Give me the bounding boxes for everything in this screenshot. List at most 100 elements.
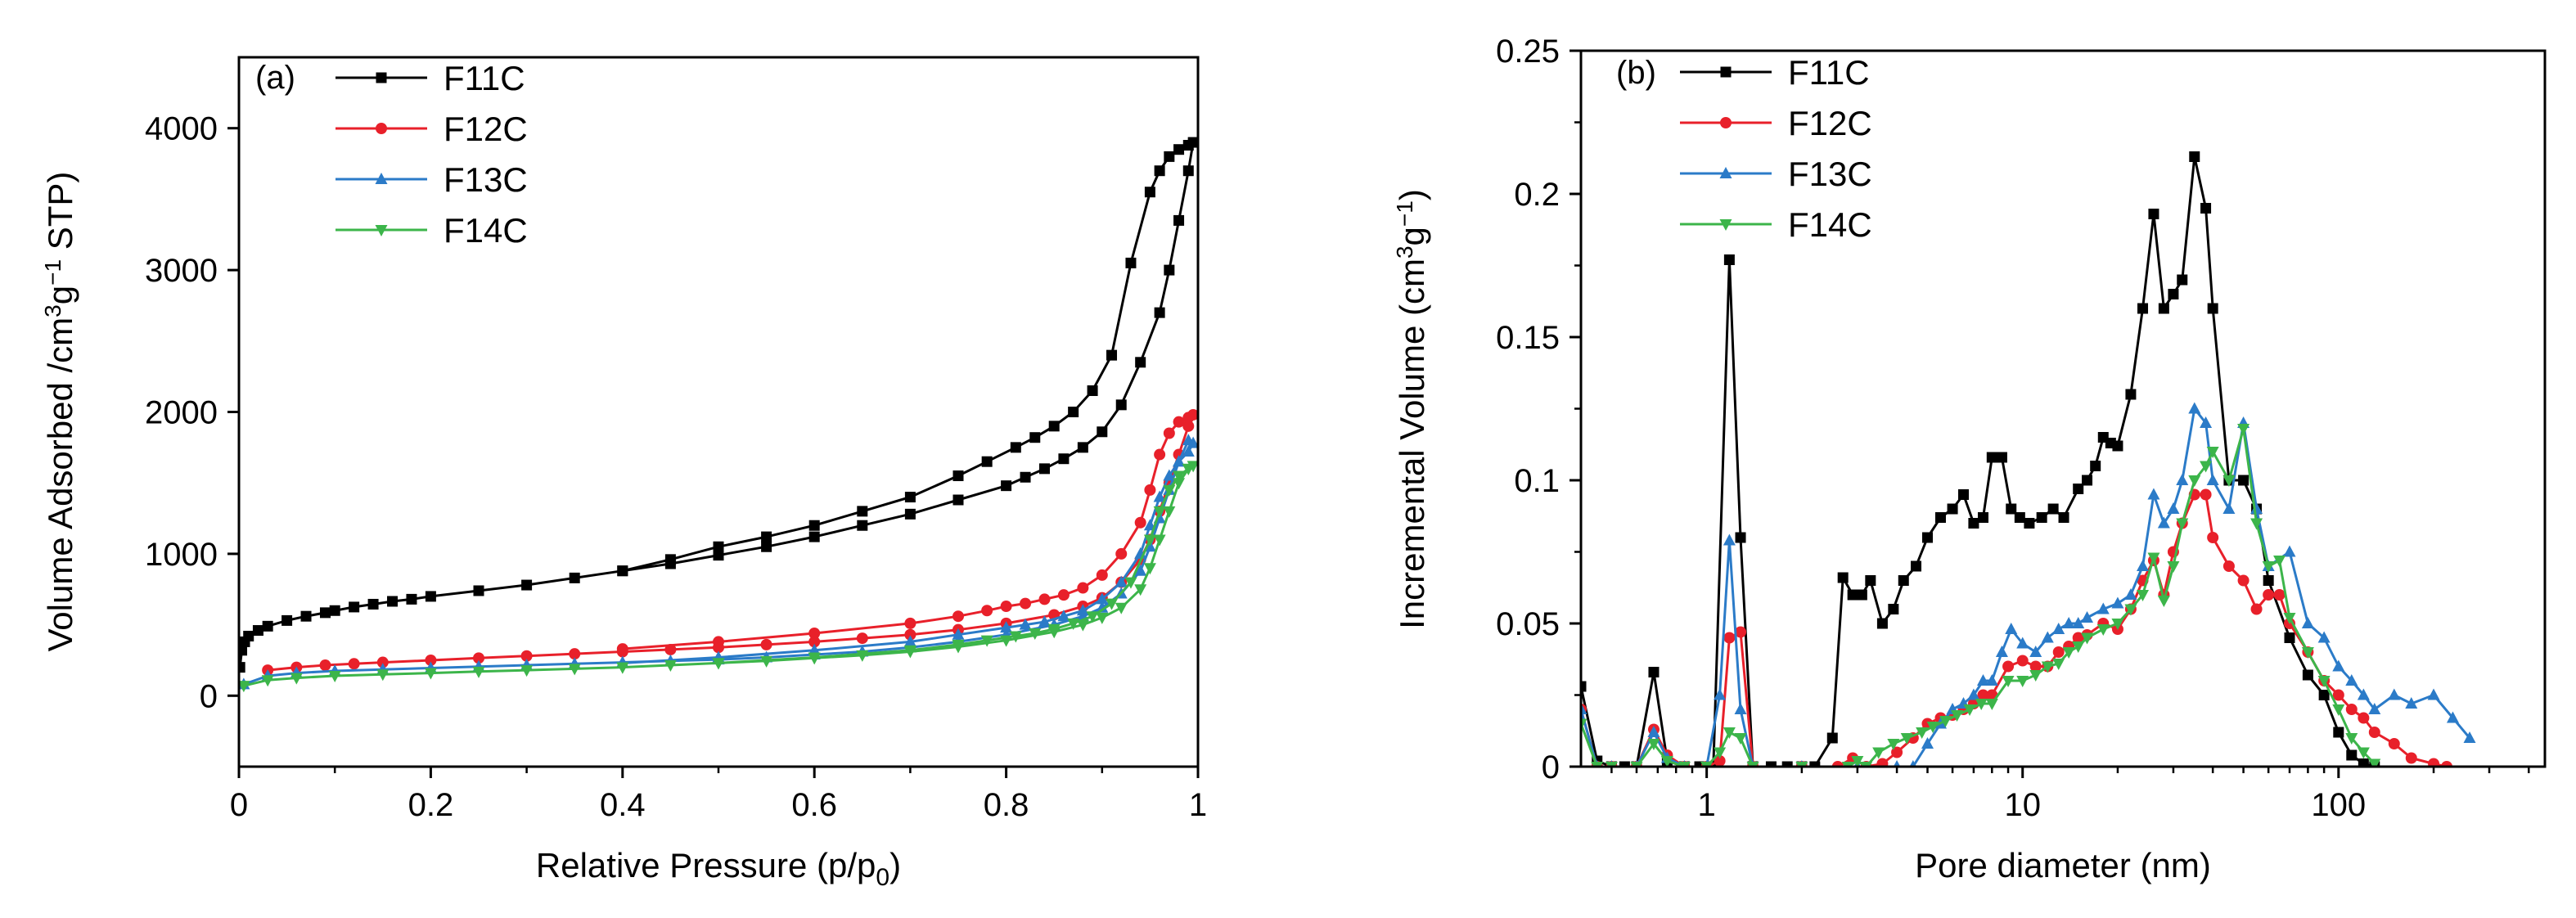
chart-a-xlabel-main: Relative Pressure (p/p xyxy=(536,846,876,884)
chart-b-point-F12C-16 xyxy=(1876,758,1889,767)
chart-b-point-F12C-49 xyxy=(2273,589,2286,601)
chart-b-point-F13C-23 xyxy=(1995,646,2008,657)
chart-b-point-F11C-45 xyxy=(2112,440,2123,452)
chart-b-legend-label-F13C: F13C xyxy=(1788,155,1872,193)
chart-b-point-F14C-49 xyxy=(2273,556,2286,567)
chart-a-point-F11C-36 xyxy=(1173,214,1185,226)
chart-b-point-F14C-37 xyxy=(2137,590,2150,601)
chart-b-point-F13C-39 xyxy=(2176,474,2189,485)
chart-a-x-tick-label: 0 xyxy=(230,787,248,823)
chart-b-point-F14C-55 xyxy=(2357,747,2370,759)
chart-b-point-F14C-29 xyxy=(2041,661,2054,673)
chart-b-point-F13C-51 xyxy=(2345,674,2358,686)
chart-b-point-F11C-24 xyxy=(1898,575,1909,586)
chart-a-point-F12C-5 xyxy=(425,654,437,666)
chart-b-point-F14C-27 xyxy=(2016,676,2029,687)
chart-a-point-F11C-11 xyxy=(367,598,379,610)
chart-b-point-F14C-14 xyxy=(1851,756,1864,767)
chart-b-point-F11C-26 xyxy=(1921,532,1933,543)
chart-a-point-F14C-38 xyxy=(1047,623,1061,636)
chart-b-point-F13C-21 xyxy=(1976,674,1989,686)
chart-a-legend-label-F13C: F13C xyxy=(444,160,528,199)
chart-b-series-F11C-line xyxy=(1581,155,2376,767)
chart-a-series-F11C-markers xyxy=(239,137,1198,673)
chart-b-point-F12C-43 xyxy=(2200,488,2212,501)
chart-b-point-F13C-15 xyxy=(1909,760,1917,767)
chart-b-point-F11C-40 xyxy=(2073,484,2084,494)
chart-b-point-F14C-31 xyxy=(2062,647,2075,659)
chart-a-point-F13C-28 xyxy=(1187,436,1198,448)
chart-a-point-F12C-29 xyxy=(1182,412,1195,424)
chart-b-point-F11C-36 xyxy=(2024,518,2035,529)
chart-a-series-F12C-markers xyxy=(262,408,1198,677)
chart-a-point-F14C-22 xyxy=(1134,584,1147,596)
chart-b-point-F13C-14 xyxy=(1893,760,1901,767)
chart-b-point-F13C-52 xyxy=(2357,688,2370,700)
chart-b-ylabel-sup1: 3 xyxy=(1392,245,1417,259)
chart-b-legend-marker-F12C xyxy=(1720,117,1732,128)
chart-b-point-F13C-37 xyxy=(2157,516,2170,529)
chart-b-point-F11C-62 xyxy=(2333,727,2344,738)
chart-b-point-F11C-50 xyxy=(2168,289,2179,299)
chart-a-point-F14C-35 xyxy=(1106,598,1119,610)
chart-b-point-F11C-42 xyxy=(2090,461,2101,471)
chart-b-point-F12C-13 xyxy=(1831,761,1844,767)
chart-b-point-F11C-14 xyxy=(1781,761,1793,767)
chart-b-point-F12C-59 xyxy=(2428,758,2440,767)
chart-a-ylabel-sup2: −1 xyxy=(40,259,65,286)
chart-a-point-F11C-28 xyxy=(1038,463,1050,475)
chart-b-point-F12C-10 xyxy=(1735,626,1747,638)
chart-b-point-F12C-46 xyxy=(2237,574,2249,587)
chart-a-ticks: 0 0.2 0.4 0.6 0.8 1 0 1000 2000 3000 4000 xyxy=(145,111,1207,823)
chart-b-point-F11C-19 xyxy=(1847,589,1858,601)
chart-a-legend-marker-F11C xyxy=(376,72,387,83)
chart-b-point-F11C-47 xyxy=(2137,303,2149,314)
chart-b-point-F13C-27 xyxy=(2041,631,2054,643)
chart-b-point-F11C-51 xyxy=(2177,274,2188,286)
chart-b-ylabel-b: g xyxy=(1393,227,1431,245)
chart-b-point-F11C-63 xyxy=(2346,749,2358,761)
chart-a-point-F12C-37 xyxy=(1077,582,1089,594)
chart-a-point-F11C-0 xyxy=(239,662,245,673)
chart-a-point-F14C-6 xyxy=(472,666,485,678)
chart-b-point-F14C-24 xyxy=(1975,699,1988,710)
chart-a-point-F11C-44 xyxy=(1125,257,1137,268)
chart-b-point-F12C-55 xyxy=(2358,712,2370,724)
chart-b-point-F14C-33 xyxy=(2081,632,2094,645)
chart-a-point-F12C-2 xyxy=(319,659,331,672)
chart-b-point-F14C-28 xyxy=(2029,670,2042,682)
chart-a-point-F11C-25 xyxy=(952,494,964,506)
chart-b-point-F14C-9 xyxy=(1723,727,1736,739)
chart-a-point-F14C-43 xyxy=(903,645,916,657)
chart-a-point-F13C-30 xyxy=(1173,455,1186,467)
chart-b-point-F14C-16 xyxy=(1872,747,1885,759)
chart-b-point-F13C-38 xyxy=(2167,502,2180,514)
chart-a-point-F11C-13 xyxy=(406,593,417,605)
chart-a-point-F12C-43 xyxy=(952,610,964,623)
chart-a-legend-marker-F13C xyxy=(375,173,388,184)
chart-a-point-F11C-48 xyxy=(1048,421,1060,432)
chart-a-y-tick-label: 1000 xyxy=(145,537,218,573)
chart-a-point-F14C-29 xyxy=(1182,463,1195,475)
chart-b-point-F11C-37 xyxy=(2036,512,2047,523)
chart-b-legend-label-F11C: F11C xyxy=(1788,53,1870,92)
chart-a-ylabel-b: g xyxy=(41,286,79,304)
chart-b-point-F12C-30 xyxy=(2052,646,2065,658)
chart-b-point-F14C-42 xyxy=(2188,475,2201,487)
chart-a-point-F14C-46 xyxy=(616,662,629,674)
chart-a-point-F11C-3 xyxy=(243,630,254,641)
chart-a-point-F12C-47 xyxy=(616,643,628,655)
chart-a-point-F12C-8 xyxy=(569,648,581,660)
chart-b-point-F11C-3 xyxy=(1619,761,1630,767)
chart-a-point-F14C-12 xyxy=(760,655,773,668)
chart-a-point-F14C-3 xyxy=(328,671,341,683)
chart-b-point-F11C-23 xyxy=(1888,604,1899,614)
chart-b-point-F13C-16 xyxy=(1921,737,1934,749)
chart-a-point-F11C-20 xyxy=(713,550,724,561)
chart-a-series-F11C-line xyxy=(239,141,1195,668)
chart-a-point-F12C-39 xyxy=(1038,593,1051,605)
chart-a-legend-item-F14C: F14C xyxy=(336,211,528,250)
chart-b-point-F12C-24 xyxy=(1977,689,1989,701)
chart-b-point-F13C-35 xyxy=(2137,560,2150,571)
chart-b-ylabel-a: Incremental Volume (cm xyxy=(1393,259,1431,629)
